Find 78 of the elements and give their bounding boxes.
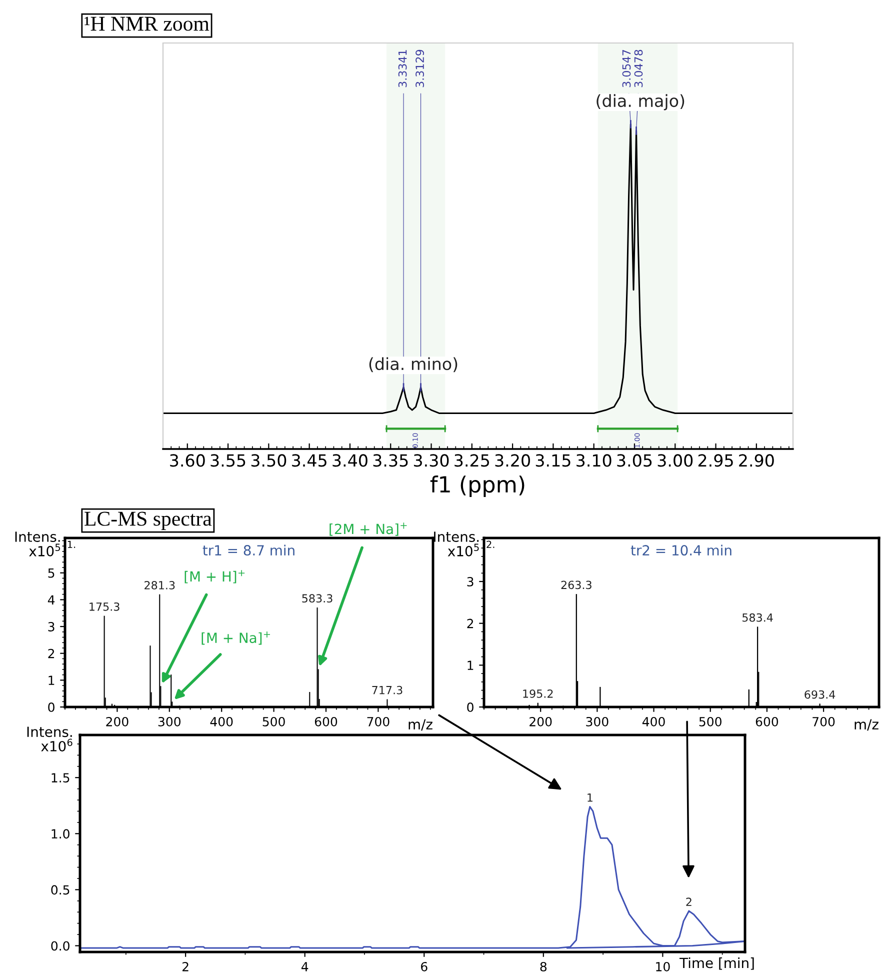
x-tick-label: 6 [421, 962, 428, 972]
annotation: 3.3341 [398, 50, 407, 88]
y-tick-label: 3 [467, 576, 474, 586]
annotation: 3.0547 [622, 50, 631, 88]
annotation: 1. [68, 540, 76, 548]
y-tick-label: 1.0 [52, 829, 70, 839]
x-tick-label: 3.35 [373, 454, 408, 467]
annotation: 693.4 [804, 690, 836, 699]
annotation: 281.3 [144, 581, 175, 590]
x-tick-label: 600 [756, 716, 778, 726]
annotation: 583.4 [742, 613, 773, 622]
y-tick-label: 5 [48, 568, 54, 578]
x-tick-label: 3.40 [332, 454, 368, 467]
x-tick-label: 600 [314, 716, 338, 726]
annotation: 195.2 [523, 689, 553, 698]
y-tick-label: 2 [467, 618, 474, 628]
annotation: 3.0478 [634, 50, 643, 88]
x-tick-label: 500 [262, 716, 285, 726]
x-tick-label: 10 [656, 962, 670, 972]
x-tick-label: 3.60 [170, 454, 205, 467]
x-axis-title: Time [min] [680, 957, 754, 970]
y-tick-label: 4 [48, 595, 55, 604]
x-tick-label: 2.90 [739, 454, 774, 467]
annotation: 2. [486, 540, 494, 548]
y-axis-title: Intens. x10$^{5}$ [434, 532, 479, 556]
annotation: 175.3 [90, 602, 120, 611]
y-axis-title: Intens. x10$^{5}$ [15, 532, 60, 556]
x-tick-label: 200 [530, 716, 552, 726]
x-tick-label: 3.50 [251, 454, 286, 467]
x-tick-label: 200 [106, 716, 128, 726]
x-tick-label: 3.00 [658, 454, 693, 467]
annotation: (dia. mino) [369, 357, 458, 372]
chart-title: ¹H NMR zoom [84, 16, 210, 31]
x-axis-title: m/z [408, 719, 432, 731]
x-tick-label: 3.20 [495, 454, 530, 467]
y-tick-label: 0.5 [51, 885, 70, 895]
x-axis-title: m/z [854, 719, 878, 731]
x-tick-label: 300 [158, 716, 180, 726]
annotation: 583.3 [302, 594, 332, 603]
annotation: 1 [588, 794, 592, 802]
annotation: [2M + Na]$^{+}$ [330, 522, 407, 536]
y-tick-label: 1.5 [52, 773, 70, 783]
x-tick-label: 3.15 [536, 454, 570, 467]
annotation: 717.3 [372, 686, 402, 694]
x-tick-label: 4 [301, 962, 308, 972]
chart-title: LC-MS spectra [84, 512, 212, 530]
x-tick-label: 2.95 [698, 454, 733, 467]
annotation: 3.3129 [416, 50, 424, 88]
x-tick-label: 400 [642, 716, 665, 726]
x-tick-label: 8 [540, 962, 547, 972]
x-tick-label: 700 [367, 716, 390, 726]
y-tick-label: 2 [48, 648, 54, 658]
x-tick-label: 3.10 [576, 454, 612, 467]
y-axis-title: Intens. x10$^{6}$ [27, 726, 72, 752]
chart-subtitle: tr2 = 10.4 min [630, 544, 732, 556]
y-tick-label: 0 [48, 702, 54, 712]
y-tick-label: 1 [468, 660, 474, 670]
x-axis-title: f1 (ppm) [430, 476, 524, 498]
x-tick-label: 3.55 [210, 454, 246, 467]
x-tick-label: 3.25 [454, 454, 490, 467]
x-tick-label: 700 [812, 716, 835, 726]
annotation: (dia. majo) [596, 94, 684, 110]
chart-subtitle: tr1 = 8.7 min [202, 544, 294, 556]
x-tick-label: 3.05 [617, 454, 652, 467]
x-tick-label: 500 [699, 716, 722, 726]
x-tick-label: 300 [586, 716, 608, 726]
x-tick-label: 3.45 [292, 454, 326, 467]
y-tick-label: 1 [48, 676, 54, 685]
annotation: [M + Na]$^{+}$ [202, 631, 270, 645]
annotation: 263.3 [561, 580, 592, 590]
y-tick-label: 0.0 [51, 941, 70, 951]
y-tick-label: 0 [467, 702, 474, 712]
annotation: 2 [686, 898, 692, 906]
x-tick-label: 400 [210, 716, 233, 726]
x-tick-label: 3.30 [414, 454, 449, 467]
x-tick-label: 2 [182, 962, 188, 972]
y-tick-label: 3 [48, 622, 54, 632]
annotation: [M + H]$^{+}$ [184, 570, 245, 584]
